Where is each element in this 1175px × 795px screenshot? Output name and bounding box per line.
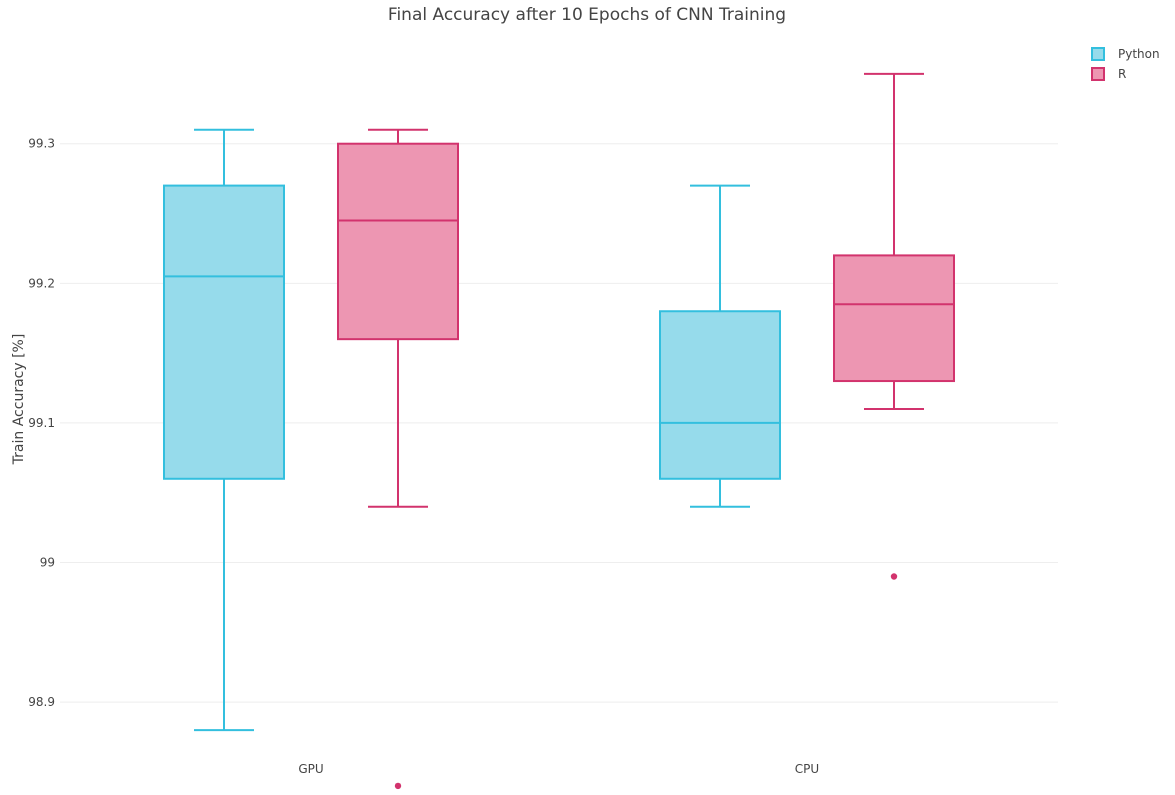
- legend-label: Python: [1118, 47, 1160, 61]
- legend-label: R: [1118, 67, 1126, 81]
- x-axis-ticks: GPU CPU: [298, 762, 819, 776]
- y-tick-label: 98.9: [28, 695, 55, 709]
- y-axis-ticks: 98.9 99 99.1 99.2 99.3: [28, 137, 55, 709]
- box-series: [163, 72, 955, 790]
- y-tick-label: 99.2: [28, 276, 55, 290]
- box[interactable]: [337, 142, 459, 341]
- chart-title: Final Accuracy after 10 Epochs of CNN Tr…: [388, 5, 786, 25]
- legend-swatch: [1091, 47, 1105, 61]
- box-series-group: [163, 128, 781, 732]
- y-tick-label: 99: [40, 556, 55, 570]
- x-tick-label: CPU: [795, 762, 819, 776]
- x-tick-label: GPU: [298, 762, 323, 776]
- y-axis-title: Train Accuracy [%]: [11, 334, 27, 466]
- box[interactable]: [659, 310, 781, 480]
- legend[interactable]: Python R: [1091, 47, 1160, 81]
- outlier-point[interactable]: [890, 573, 898, 580]
- legend-swatch: [1091, 67, 1105, 81]
- legend-item[interactable]: Python: [1091, 47, 1160, 61]
- outlier-point[interactable]: [394, 782, 402, 790]
- box[interactable]: [833, 254, 955, 383]
- y-tick-label: 99.1: [28, 416, 55, 430]
- legend-item[interactable]: R: [1091, 67, 1126, 81]
- box[interactable]: [163, 184, 285, 480]
- box-series-group: [337, 72, 955, 790]
- y-tick-label: 99.3: [28, 137, 55, 151]
